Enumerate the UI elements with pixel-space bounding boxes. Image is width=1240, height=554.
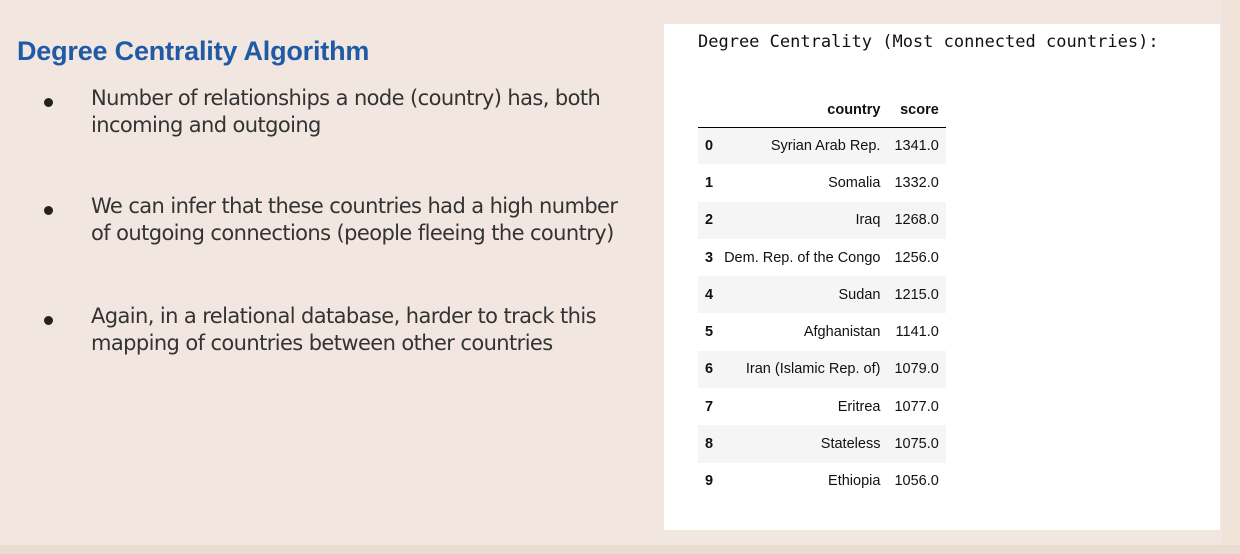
score-cell: 1075.0 — [894, 436, 939, 453]
row-index: 8 — [705, 436, 714, 453]
row-index: 6 — [705, 361, 714, 378]
table-row: 1 Somalia 1332.0 — [698, 164, 946, 202]
bullet-text: Again, in a relational database, harder … — [91, 304, 597, 355]
row-index: 3 — [705, 249, 714, 266]
score-cell: 1079.0 — [894, 361, 939, 378]
table-body: 0 Syrian Arab Rep. 1341.0 1 Somalia 1332.0 2 Ir… — [698, 127, 946, 500]
score-cell: 1332.0 — [894, 174, 939, 191]
row-index: 2 — [705, 212, 714, 229]
table-row: 5 Afghanistan 1141.0 — [698, 313, 946, 351]
table-row: 0 Syrian Arab Rep. 1341.0 — [698, 127, 946, 165]
country-cell: Syrian Arab Rep. — [770, 137, 881, 154]
country-cell: Ethiopia — [828, 473, 881, 490]
table-row: 7 Eritrea 1077.0 — [698, 388, 946, 426]
bullet-dot-icon — [44, 98, 53, 107]
country-cell: Iran (Islamic Rep. of) — [745, 361, 881, 378]
bullet-text: Number of relationships a node (country)… — [91, 86, 601, 137]
score-header: score — [900, 102, 939, 119]
bullet-text: We can infer that these countries had a … — [91, 194, 618, 245]
row-index: 7 — [705, 398, 714, 415]
bottom-edge — [0, 545, 1240, 554]
table-row: 9 Ethiopia 1056.0 — [698, 462, 946, 500]
row-index: 5 — [705, 324, 714, 341]
row-index: 9 — [705, 473, 714, 490]
country-header: country — [827, 102, 881, 119]
dataframe-table: country score 0 Syrian Arab Rep. 1341.0 1 So… — [698, 94, 946, 500]
bullet-dot-icon — [44, 206, 53, 215]
table-row: 2 Iraq 1268.0 — [698, 201, 946, 239]
country-cell: Iraq — [855, 212, 881, 229]
row-index: 1 — [705, 174, 714, 191]
score-cell: 1215.0 — [894, 286, 939, 303]
country-cell: Sudan — [838, 286, 881, 303]
bullet-dot-icon — [44, 316, 53, 325]
country-cell: Eritrea — [837, 398, 881, 415]
table-row: 4 Sudan 1215.0 — [698, 276, 946, 314]
row-index: 4 — [705, 286, 714, 303]
output-heading: Degree Centrality (Most connected countr… — [698, 32, 1159, 52]
country-cell: Stateless — [820, 436, 881, 453]
score-cell: 1256.0 — [894, 249, 939, 266]
score-cell: 1141.0 — [895, 324, 939, 341]
country-cell: Somalia — [828, 174, 881, 191]
country-cell: Dem. Rep. of the Congo — [724, 249, 881, 266]
index-header — [698, 94, 717, 127]
table-header-row: country score — [698, 94, 946, 127]
table-row: 6 Iran (Islamic Rep. of) 1079.0 — [698, 350, 946, 389]
slide: Degree Centrality Algorithm Number of re… — [17, 24, 1220, 530]
slide-title: Degree Centrality Algorithm — [17, 36, 370, 66]
score-cell: 1077.0 — [894, 398, 939, 415]
table-row: 3 Dem. Rep. of the Congo 1256.0 — [698, 238, 946, 277]
score-cell: 1268.0 — [894, 212, 939, 229]
country-cell: Afghanistan — [803, 324, 881, 341]
score-cell: 1341.0 — [894, 137, 939, 154]
table-row: 8 Stateless 1075.0 — [698, 425, 946, 463]
output-panel: Degree Centrality (Most connected countr… — [664, 24, 1220, 530]
score-cell: 1056.0 — [894, 473, 939, 490]
right-edge — [1222, 0, 1240, 554]
row-index: 0 — [705, 137, 714, 154]
